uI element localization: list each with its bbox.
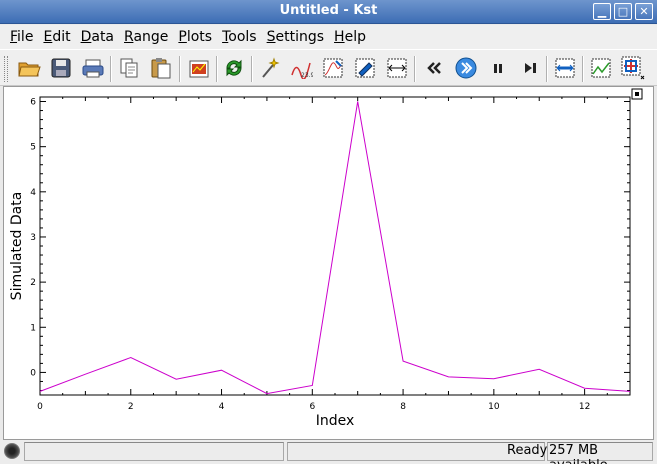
reload-icon[interactable]	[221, 55, 247, 81]
copy-icon[interactable]	[116, 55, 142, 81]
skip-end-icon[interactable]	[517, 55, 543, 81]
status-bar: Ready 257 MB available	[0, 440, 657, 464]
y-tick-label: 1	[30, 323, 36, 333]
menu-data[interactable]: Data	[80, 29, 115, 45]
y-tick-label: 0	[30, 368, 36, 378]
status-message-box	[24, 442, 284, 461]
status-led-icon	[4, 443, 20, 459]
menu-range[interactable]: Range	[124, 29, 169, 45]
pause-icon[interactable]	[485, 55, 511, 81]
curve-icon[interactable]	[320, 55, 346, 81]
equation-icon[interactable]	[352, 55, 378, 81]
toolbar-handle[interactable]	[4, 56, 8, 82]
magic-wand-icon[interactable]	[257, 55, 283, 81]
menu-tools[interactable]: Tools	[222, 29, 257, 45]
x-tick-label: 0	[37, 402, 43, 412]
title-bar: Untitled - Kst ▁ □ ✕	[0, 0, 657, 24]
minimize-button[interactable]: ▁	[593, 3, 611, 20]
status-memory: 257 MB available	[549, 443, 608, 464]
y-tick-label: 2	[30, 278, 36, 288]
toolbar-separator	[546, 56, 548, 82]
x-axis-label: Index	[316, 413, 355, 429]
graph-mode-icon[interactable]	[588, 55, 614, 81]
paste-icon[interactable]	[148, 55, 174, 81]
toolbar-separator	[582, 56, 584, 82]
histogram-icon[interactable]	[384, 55, 410, 81]
close-button[interactable]: ✕	[635, 3, 653, 20]
y-tick-label: 4	[30, 188, 36, 198]
zoom-mode-icon[interactable]	[620, 55, 646, 81]
menu-plots[interactable]: Plots	[178, 29, 213, 45]
toolbar-separator	[216, 56, 218, 82]
x-tick-label: 10	[488, 402, 500, 412]
menu-help[interactable]: Help	[334, 29, 366, 45]
y-tick-label: 5	[30, 143, 36, 153]
data-wizard-icon[interactable]	[186, 55, 212, 81]
layout-icon[interactable]	[552, 55, 578, 81]
toolbar-separator	[414, 56, 416, 82]
plot-menu-icon-dot	[635, 92, 639, 96]
toolbar-separator	[179, 56, 181, 82]
svg-text:23.9: 23.9	[301, 72, 313, 79]
toolbar: 23.9	[0, 49, 657, 86]
x-tick-label: 12	[579, 402, 590, 412]
print-icon[interactable]	[80, 55, 106, 81]
status-ready: Ready	[507, 443, 548, 458]
y-axis-label: Simulated Data	[9, 192, 25, 301]
window-title: Untitled - Kst	[279, 3, 378, 18]
x-tick-label: 8	[400, 402, 406, 412]
toolbar-separator	[251, 56, 253, 82]
y-tick-label: 6	[30, 98, 36, 108]
y-tick-label: 3	[30, 233, 36, 243]
plot-area[interactable]: 0 2 4 6 8 10 12 0 1 2 3 4 5 6 Index Simulated Data	[3, 86, 654, 440]
menu-file[interactable]: File	[10, 29, 34, 45]
menu-bar: File Edit Data Range Plots Tools Setting…	[0, 25, 657, 49]
menu-edit[interactable]: Edit	[43, 29, 71, 45]
play-icon[interactable]	[453, 55, 479, 81]
status-progress-box	[287, 442, 545, 461]
toolbar-separator	[110, 56, 112, 82]
menu-settings[interactable]: Settings	[266, 29, 325, 45]
status-memory-box	[547, 442, 653, 461]
plugin-icon[interactable]: 23.9	[288, 55, 314, 81]
x-tick-label: 6	[309, 402, 315, 412]
open-folder-icon[interactable]	[16, 55, 42, 81]
rewind-icon[interactable]	[421, 55, 447, 81]
series-line	[39, 101, 631, 395]
x-tick-label: 2	[128, 402, 134, 412]
maximize-button[interactable]: □	[614, 3, 632, 20]
save-icon[interactable]	[48, 55, 74, 81]
x-tick-label: 4	[219, 402, 225, 412]
